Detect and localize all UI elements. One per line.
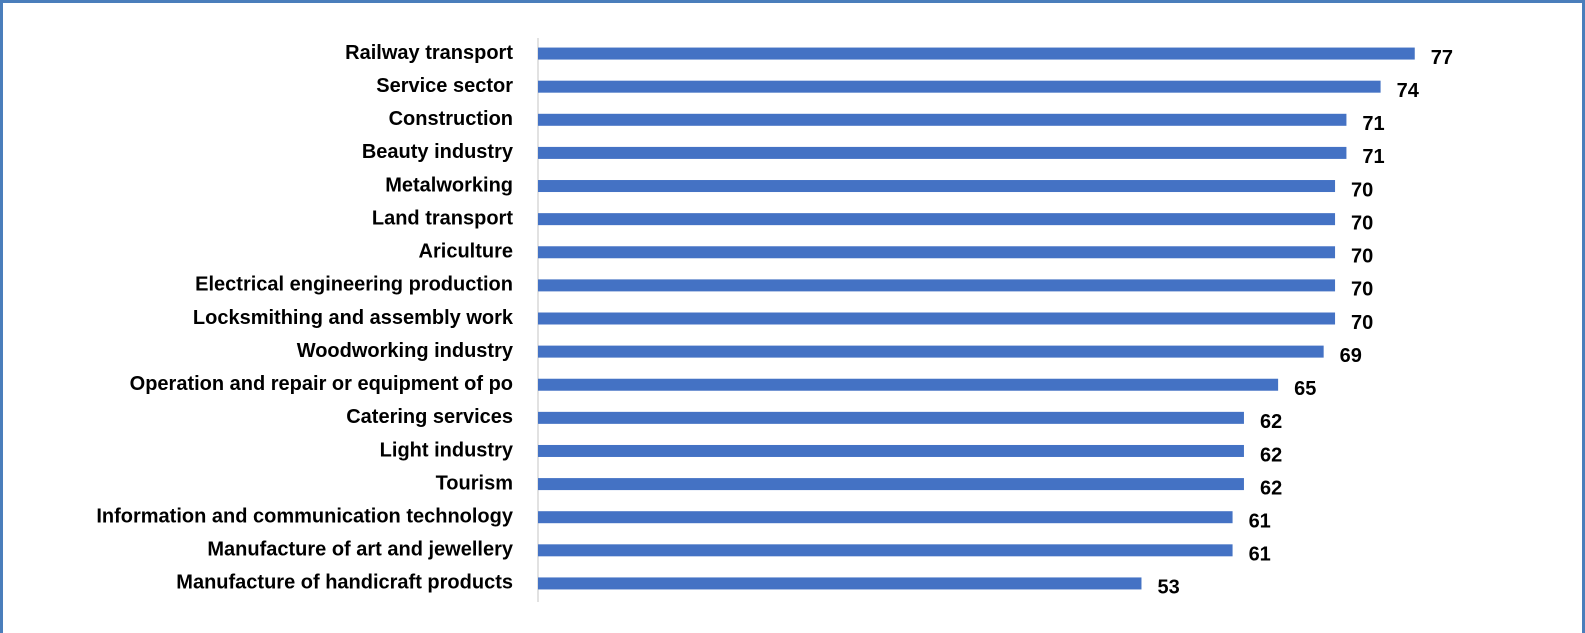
- bar: [538, 279, 1336, 292]
- y-tick-label: Information and communication technology: [96, 505, 514, 527]
- bar: [538, 246, 1336, 259]
- data-label: 69: [1340, 345, 1362, 367]
- y-tick-label: Woodworking industry: [297, 340, 514, 362]
- bar: [538, 312, 1336, 325]
- y-tick-label: Catering services: [346, 406, 513, 428]
- data-label: 61: [1249, 510, 1271, 532]
- y-tick-label: Beauty industry: [362, 141, 514, 163]
- bar: [538, 378, 1279, 391]
- bar: [538, 213, 1336, 226]
- y-tick-label: Construction: [389, 108, 513, 130]
- y-tick-label: Railway transport: [345, 42, 513, 64]
- bar: [538, 544, 1233, 557]
- data-label: 70: [1351, 312, 1373, 334]
- data-label: 70: [1351, 246, 1373, 268]
- y-tick-label: Ariculture: [419, 241, 513, 263]
- y-tick-label: Metalworking: [385, 174, 513, 196]
- bar: [538, 444, 1244, 457]
- bar: [538, 80, 1381, 93]
- data-label: 62: [1260, 477, 1282, 499]
- bar: [538, 411, 1244, 424]
- data-label: 70: [1351, 179, 1373, 201]
- data-label: 62: [1260, 444, 1282, 466]
- data-label: 71: [1362, 146, 1384, 168]
- bar: [538, 345, 1324, 358]
- bar: [538, 511, 1233, 524]
- data-label: 71: [1362, 113, 1384, 135]
- bar: [538, 577, 1142, 590]
- y-tick-label: Manufacture of art and jewellery: [207, 539, 514, 561]
- y-tick-label: Tourism: [436, 472, 513, 494]
- bar: [538, 47, 1415, 60]
- y-tick-label: Operation and repair or equipment of po: [130, 373, 513, 395]
- data-label: 74: [1397, 80, 1420, 102]
- data-label: 62: [1260, 411, 1282, 433]
- y-tick-label: Light industry: [380, 439, 514, 461]
- data-label: 70: [1351, 279, 1373, 301]
- data-label: 53: [1157, 577, 1179, 599]
- data-label: 70: [1351, 212, 1373, 234]
- y-tick-label: Electrical engineering production: [195, 274, 513, 296]
- y-tick-label: Locksmithing and assembly work: [193, 307, 514, 329]
- bar: [538, 113, 1347, 126]
- bar: [538, 146, 1347, 159]
- data-label: 65: [1294, 378, 1316, 400]
- y-tick-label: Manufacture of handicraft products: [176, 572, 513, 594]
- bar: [538, 478, 1244, 491]
- y-tick-label: Service sector: [376, 75, 513, 97]
- y-tick-label: Land transport: [372, 207, 513, 229]
- data-label: 77: [1431, 47, 1453, 69]
- data-label: 61: [1249, 544, 1271, 566]
- bar: [538, 180, 1336, 193]
